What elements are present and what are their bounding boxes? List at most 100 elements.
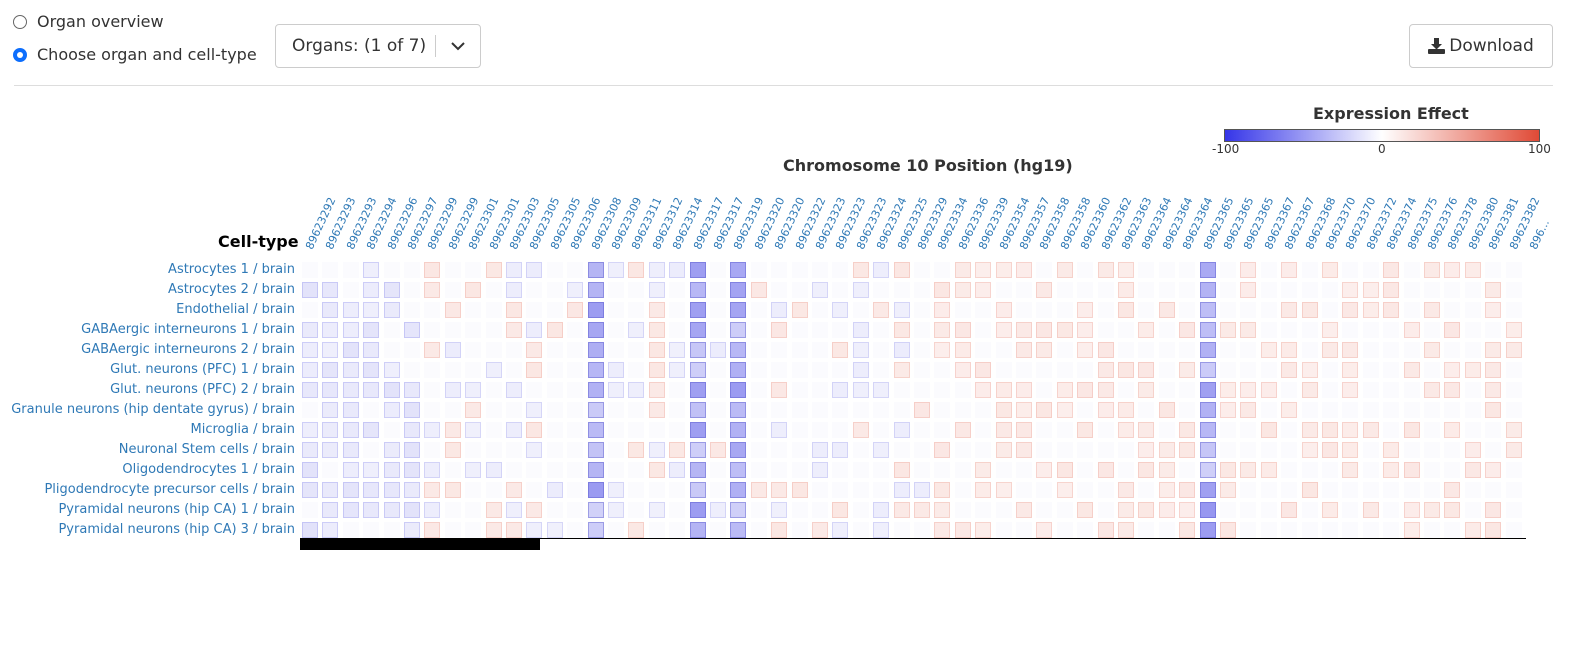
heatmap-cell <box>1118 282 1134 298</box>
heatmap-cell <box>526 322 543 338</box>
heatmap-cell <box>791 342 808 358</box>
heatmap-cell <box>1301 362 1318 378</box>
heatmap-cell <box>404 402 420 418</box>
row-label[interactable]: Microglia / brain <box>190 422 296 437</box>
heatmap-cell <box>1199 502 1216 518</box>
heatmap-cell <box>812 482 828 498</box>
heatmap-cell <box>1056 482 1073 498</box>
heatmap-cell <box>1056 382 1073 398</box>
heatmap-cell <box>1158 522 1175 538</box>
heatmap-cell <box>322 502 339 518</box>
row-label[interactable]: Glut. neurons (PFC) 2 / brain <box>110 382 295 397</box>
heatmap-cell <box>567 282 584 298</box>
heatmap-cell <box>1036 282 1053 298</box>
radio-button[interactable] <box>13 14 27 29</box>
heatmap-cell <box>1036 502 1053 518</box>
heatmap-cell <box>791 282 808 298</box>
organs-dropdown[interactable]: Organs: (1 of 7) <box>275 24 481 68</box>
heatmap-cell <box>791 402 808 418</box>
heatmap-cell <box>1322 502 1338 518</box>
heatmap-cell <box>1260 462 1277 478</box>
heatmap-cell <box>1016 522 1032 538</box>
row-label[interactable]: Glut. neurons (PFC) 1 / brain <box>110 362 295 377</box>
row-label[interactable]: Astrocytes 2 / brain <box>168 282 295 297</box>
download-icon <box>1428 38 1446 54</box>
heatmap-cell <box>1281 342 1298 358</box>
heatmap-cell <box>1240 442 1257 458</box>
chevron-down-icon[interactable] <box>436 41 480 51</box>
heatmap-cell <box>404 442 420 458</box>
heatmap-cell <box>1077 422 1094 438</box>
heatmap-cell <box>485 382 502 398</box>
heatmap-cell <box>1199 322 1216 338</box>
radio-choose-organ[interactable]: Choose organ and cell-type <box>13 45 257 64</box>
heatmap-cell <box>689 422 706 438</box>
heatmap-cell <box>832 382 849 398</box>
heatmap-cell <box>608 302 624 318</box>
heatmap-cell <box>1179 382 1196 398</box>
row-label[interactable]: Astrocytes 1 / brain <box>168 262 295 277</box>
heatmap-cell <box>322 422 339 438</box>
row-label[interactable]: Endothelial / brain <box>176 302 295 317</box>
row-label[interactable]: Granule neurons (hip dentate gyrus) / br… <box>11 402 295 417</box>
heatmap-cell <box>1158 282 1175 298</box>
heatmap-cell <box>975 282 992 298</box>
heatmap-cell <box>567 302 584 318</box>
heatmap-cell <box>710 402 726 418</box>
heatmap-cell <box>975 402 992 418</box>
heatmap-cell <box>444 422 461 438</box>
row-label[interactable]: Pligodendrocyte precursor cells / brain <box>44 482 295 497</box>
heatmap-cell <box>485 502 502 518</box>
heatmap-cell <box>1424 522 1440 538</box>
row-label[interactable]: Oligodendrocytes 1 / brain <box>122 462 295 477</box>
heatmap-cell <box>424 482 441 498</box>
heatmap-cell <box>567 402 584 418</box>
heatmap-cell <box>363 462 380 478</box>
radio-button-checked[interactable] <box>13 47 27 62</box>
radio-organ-overview[interactable]: Organ overview <box>13 12 164 31</box>
heatmap-cell <box>465 282 482 298</box>
heatmap-cell <box>791 442 808 458</box>
heatmap-cell <box>1158 262 1175 278</box>
heatmap-cell <box>546 402 563 418</box>
heatmap-cell <box>1362 382 1379 398</box>
heatmap-cell <box>526 522 543 538</box>
heatmap-cell <box>750 502 767 518</box>
row-label[interactable]: Pyramidal neurons (hip CA) 1 / brain <box>58 502 295 517</box>
row-label[interactable]: GABAergic interneurons 2 / brain <box>81 342 295 357</box>
heatmap-cell <box>1240 402 1257 418</box>
heatmap-cell <box>791 422 808 438</box>
heatmap-cell <box>608 342 624 358</box>
horizontal-scrollbar[interactable] <box>300 539 540 550</box>
heatmap-cell <box>424 282 441 298</box>
row-label[interactable]: GABAergic interneurons 1 / brain <box>81 322 295 337</box>
heatmap-cell <box>1158 382 1175 398</box>
legend-title: Expression Effect <box>1313 104 1469 123</box>
heatmap-cell <box>1281 522 1298 538</box>
heatmap-cell <box>1505 322 1522 338</box>
heatmap-cell <box>608 262 624 278</box>
heatmap-cell <box>1464 362 1481 378</box>
heatmap-cell <box>363 342 380 358</box>
heatmap-cell <box>1097 262 1114 278</box>
heatmap-cell <box>526 342 543 358</box>
heatmap-cell <box>1077 402 1094 418</box>
heatmap-cell <box>1118 422 1134 438</box>
heatmap-cell <box>832 522 849 538</box>
heatmap-cell <box>1260 322 1277 338</box>
download-button[interactable]: Download <box>1409 24 1553 68</box>
heatmap-cell <box>1199 262 1216 278</box>
row-label[interactable]: Pyramidal neurons (hip CA) 3 / brain <box>58 522 295 537</box>
row-label[interactable]: Neuronal Stem cells / brain <box>118 442 295 457</box>
heatmap-cell <box>302 282 318 298</box>
heatmap-cell <box>1036 422 1053 438</box>
heatmap-cell <box>546 342 563 358</box>
heatmap-cell <box>975 482 992 498</box>
heatmap-cell <box>995 302 1012 318</box>
heatmap-cell <box>1179 462 1196 478</box>
heatmap-cell <box>812 422 828 438</box>
heatmap-cell <box>628 342 645 358</box>
heatmap-cell <box>893 342 910 358</box>
heatmap-cell <box>1403 482 1420 498</box>
heatmap-cell <box>934 342 951 358</box>
